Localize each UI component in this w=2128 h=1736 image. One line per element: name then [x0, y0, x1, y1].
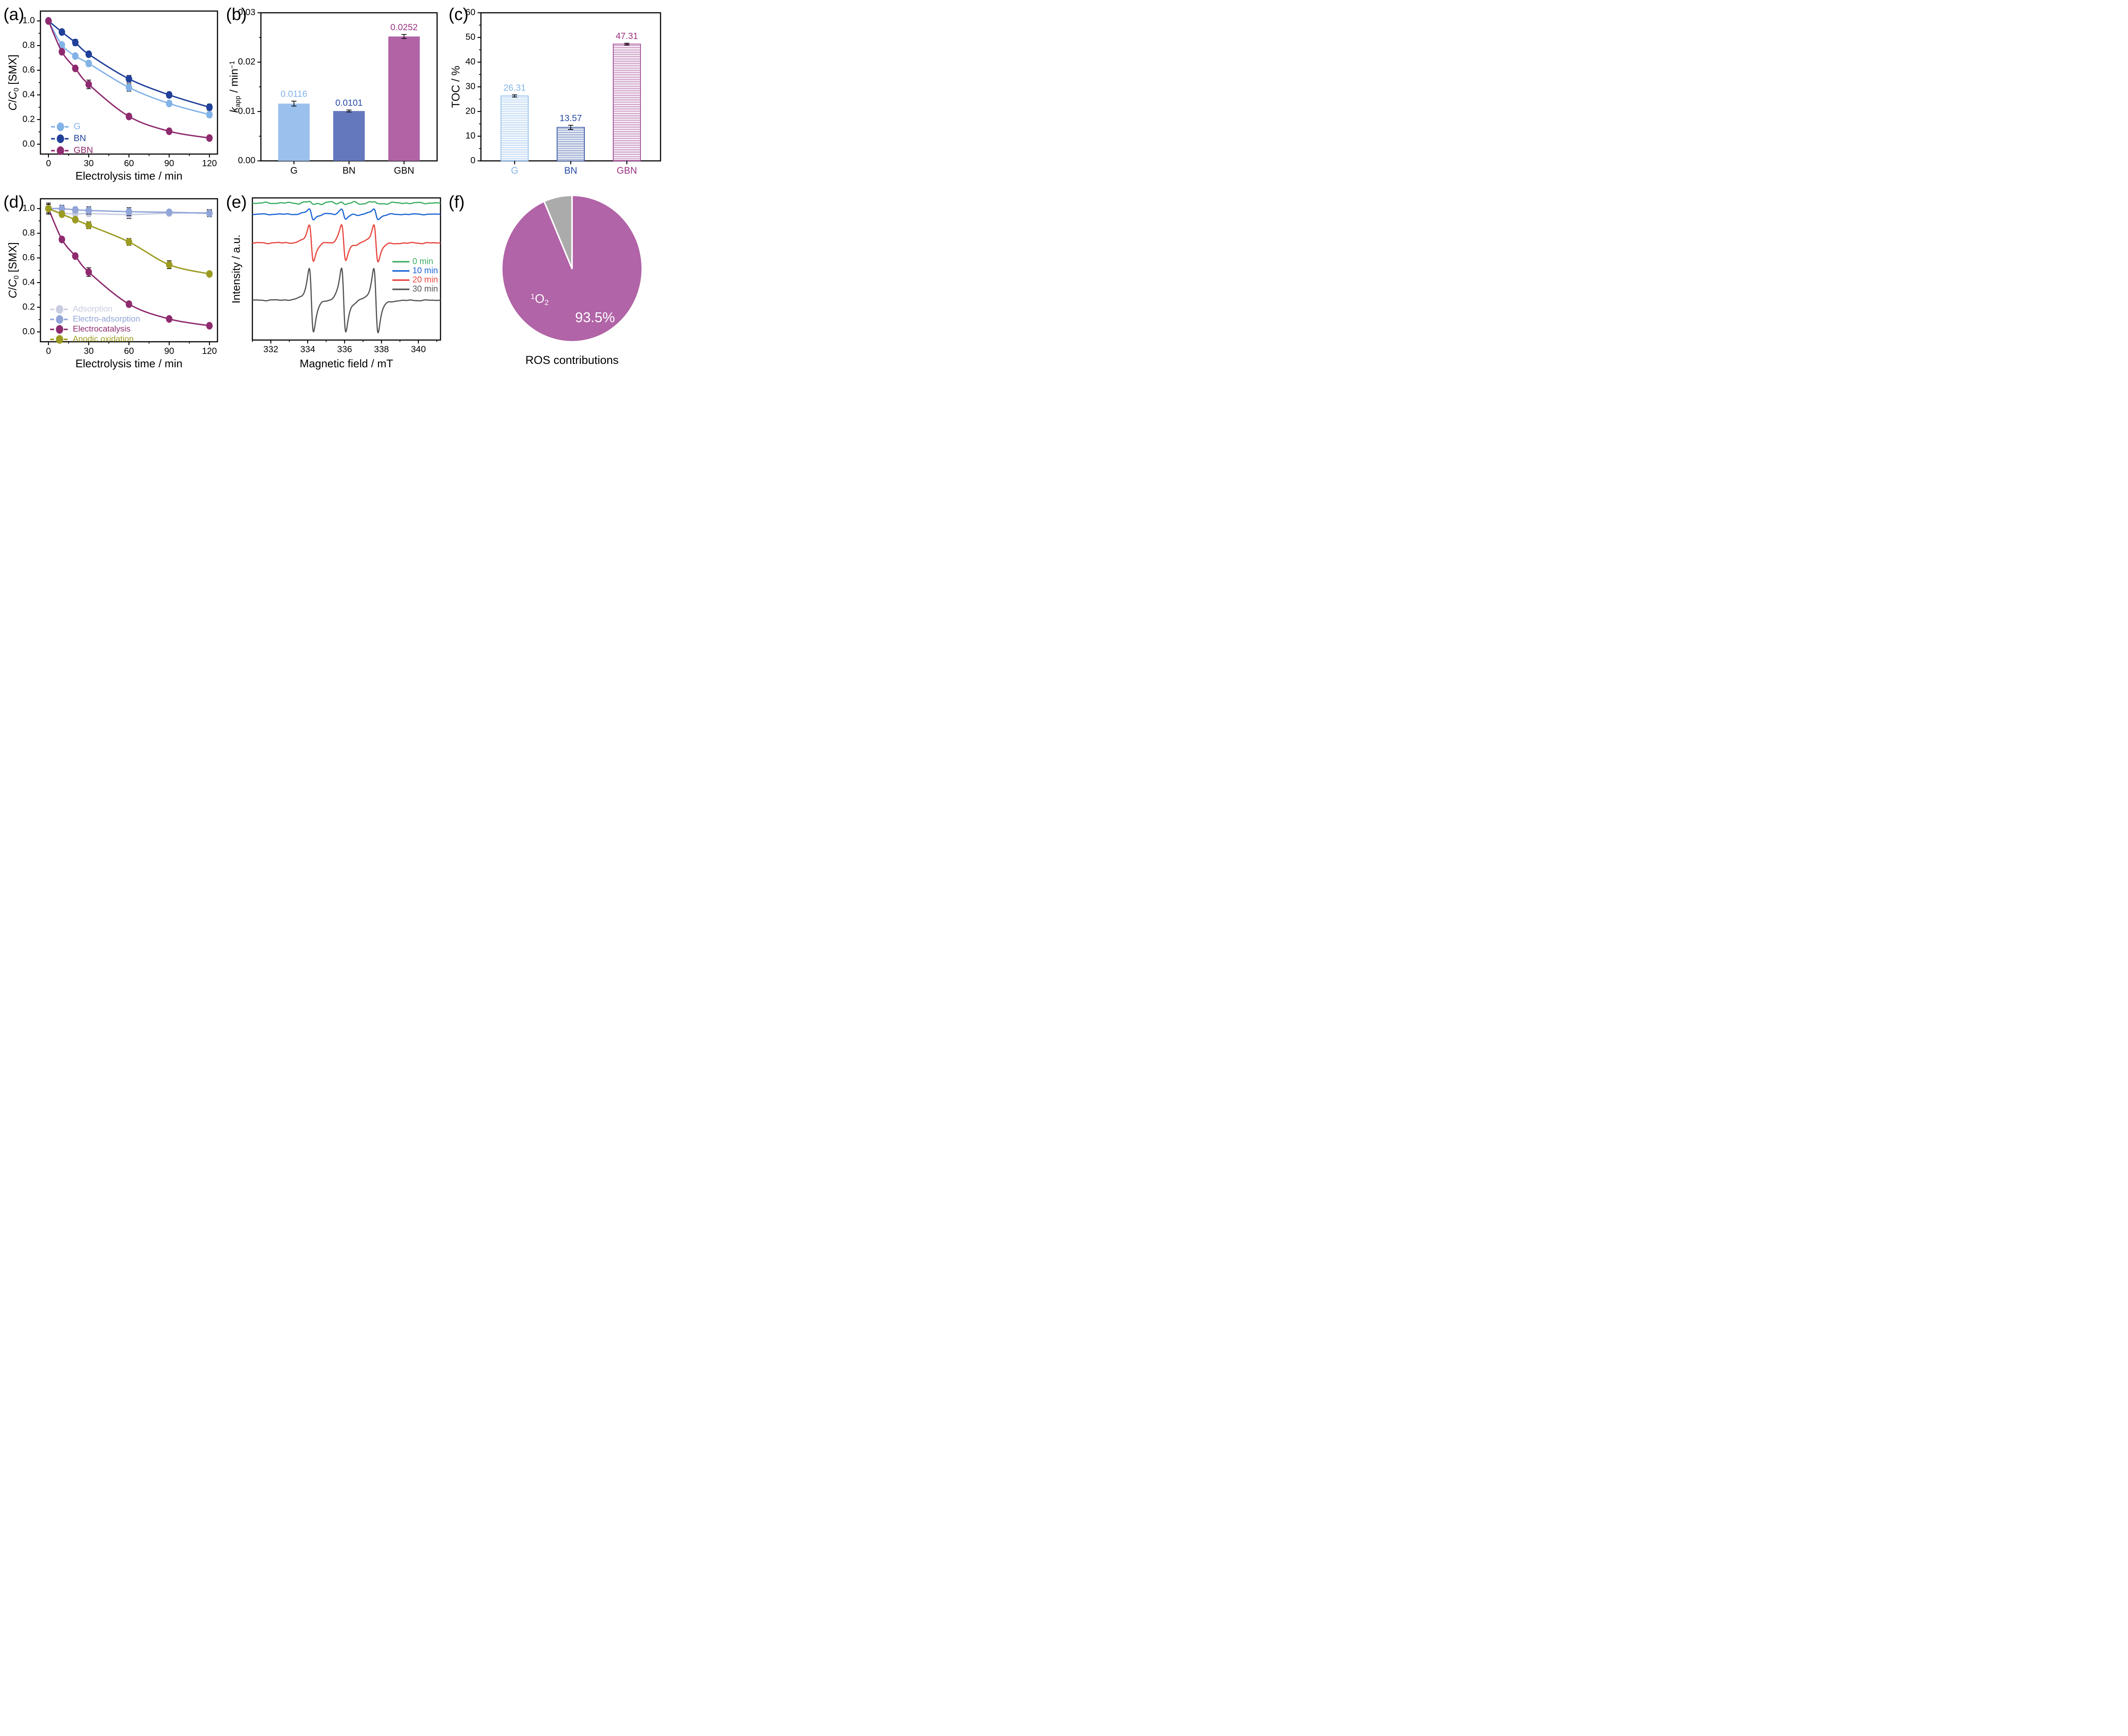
panel-e-yaxis-title: Intensity / a.u. — [229, 235, 243, 303]
svg-text:20 min: 20 min — [412, 275, 438, 284]
panel-a-xaxis-title: Electrolysis time / min — [75, 169, 183, 182]
svg-text:BN: BN — [343, 165, 356, 176]
svg-text:13.57: 13.57 — [560, 113, 582, 123]
svg-text:G: G — [74, 122, 80, 132]
panel-b: (b) 0.00 0.01 0.02 0.03 0.0116 G 0.0101 BN 0.025… — [223, 0, 445, 188]
panel-e-xaxis-title: Magnetic field / mT — [300, 357, 393, 370]
panel-c: (c) 0 10 20 30 40 50 60 26.31 G 13.57 BN 47.31 GBN T… — [445, 0, 667, 188]
svg-text:60: 60 — [124, 346, 134, 356]
svg-text:26.31: 26.31 — [503, 83, 526, 93]
panel-b-label: (b) — [226, 5, 247, 24]
svg-text:0.01: 0.01 — [238, 106, 255, 116]
svg-text:336: 336 — [337, 344, 352, 354]
figure: (a) 0 30 60 90 120 0.0 0.2 0.4 0.6 0.8 1.0 G BN GBN E… — [0, 0, 667, 375]
svg-text:0.6: 0.6 — [23, 253, 35, 263]
panel-c-label: (c) — [449, 5, 469, 24]
svg-text:0: 0 — [46, 158, 51, 168]
svg-text:0: 0 — [470, 156, 475, 166]
svg-text:Anodic oxidation: Anodic oxidation — [73, 335, 134, 344]
panel-d-xaxis-title: Electrolysis time / min — [75, 357, 183, 370]
panel-b-yaxis-title: kapp / min−1 — [227, 61, 242, 113]
svg-text:0.0: 0.0 — [23, 139, 35, 149]
svg-text:30: 30 — [466, 82, 475, 92]
svg-text:0.0252: 0.0252 — [390, 23, 418, 32]
svg-text:120: 120 — [202, 158, 217, 168]
panel-c-yaxis-title: TOC / % — [449, 66, 462, 108]
svg-text:0.00: 0.00 — [238, 156, 255, 166]
svg-text:30: 30 — [84, 158, 94, 168]
svg-text:1.0: 1.0 — [23, 16, 35, 26]
svg-text:40: 40 — [466, 57, 475, 67]
panel-e-label: (e) — [226, 193, 247, 212]
svg-text:30 min: 30 min — [412, 284, 438, 294]
svg-text:338: 338 — [374, 344, 389, 354]
svg-text:120: 120 — [202, 346, 217, 356]
svg-text:334: 334 — [300, 344, 315, 354]
svg-text:BN: BN — [74, 134, 86, 143]
svg-text:0.0: 0.0 — [23, 326, 35, 336]
panel-f: (f) 1O2 93.5% ROS contributions — [445, 188, 667, 375]
panel-a: (a) 0 30 60 90 120 0.0 0.2 0.4 0.6 0.8 1.0 G BN GBN E… — [0, 0, 223, 188]
svg-text:Electrocatalysis: Electrocatalysis — [73, 324, 131, 334]
panel-c-chart: 0 10 20 30 40 50 60 26.31 G 13.57 BN 47.31 GBN — [466, 8, 661, 176]
panel-d-yaxis-title: C/C0 [SMX] — [6, 242, 20, 298]
svg-text:Adsorption: Adsorption — [73, 304, 112, 314]
svg-text:0.6: 0.6 — [23, 65, 35, 75]
svg-text:90: 90 — [164, 346, 174, 356]
svg-text:0.2: 0.2 — [23, 302, 35, 312]
svg-text:47.31: 47.31 — [616, 31, 638, 41]
svg-text:60: 60 — [124, 158, 134, 168]
svg-text:0.0116: 0.0116 — [280, 89, 307, 99]
svg-text:10: 10 — [466, 131, 475, 141]
svg-text:90: 90 — [164, 158, 174, 168]
pie-percent-label: 93.5% — [575, 309, 615, 325]
panel-b-chart: 0.00 0.01 0.02 0.03 0.0116 G 0.0101 BN 0.0252 GBN — [238, 8, 438, 176]
svg-text:0: 0 — [46, 346, 51, 356]
pie-slice-label-singlet-oxygen: 1O2 — [530, 292, 549, 307]
svg-text:0.03: 0.03 — [238, 8, 255, 17]
svg-text:10 min: 10 min — [412, 266, 438, 275]
svg-text:G: G — [511, 165, 518, 176]
svg-text:0.4: 0.4 — [23, 277, 35, 287]
svg-text:0.2: 0.2 — [23, 114, 35, 124]
svg-text:0.4: 0.4 — [23, 90, 35, 100]
panel-d-label: (d) — [3, 193, 24, 212]
svg-text:BN: BN — [564, 165, 578, 176]
panel-d-chart: 0 30 60 90 1200.00.20.40.60.81.0AdsorptionEl… — [23, 198, 218, 356]
svg-text:0 min: 0 min — [412, 257, 433, 266]
svg-text:0.8: 0.8 — [23, 228, 35, 238]
svg-text:60: 60 — [466, 8, 475, 17]
svg-text:G: G — [290, 165, 297, 176]
svg-text:1.0: 1.0 — [23, 203, 35, 213]
panel-f-label: (f) — [449, 193, 465, 212]
svg-text:20: 20 — [466, 106, 475, 116]
panel-f-pie — [501, 194, 643, 343]
svg-text:GBN: GBN — [74, 146, 93, 155]
svg-text:Electro-adsorption: Electro-adsorption — [73, 315, 140, 324]
svg-text:50: 50 — [466, 32, 475, 42]
panel-d: (d) 0 30 60 90 120 0.0 0.2 0.4 0.6 0.8 1.0 Adsorpti… — [0, 188, 223, 375]
svg-text:GBN: GBN — [617, 165, 637, 176]
panel-a-yaxis-title: C/C0 [SMX] — [6, 54, 20, 111]
svg-text:332: 332 — [263, 344, 278, 354]
svg-text:0.02: 0.02 — [238, 57, 255, 67]
svg-text:340: 340 — [411, 344, 426, 354]
svg-text:0.8: 0.8 — [23, 40, 35, 50]
panel-a-label: (a) — [3, 5, 24, 24]
svg-text:0.0101: 0.0101 — [335, 98, 363, 108]
panel-e: (e) 332 334 336 338 340 0 min 10 min 20 min 30 m… — [223, 188, 445, 375]
panel-f-title: ROS contributions — [525, 354, 619, 366]
svg-text:GBN: GBN — [394, 165, 415, 176]
svg-text:30: 30 — [84, 346, 94, 356]
